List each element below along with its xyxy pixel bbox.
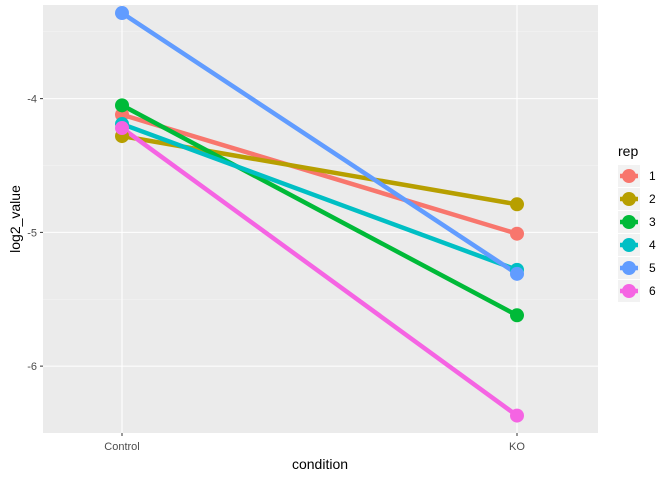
legend-label-rep-1: 1 [649,169,656,183]
x-tick-label: Control [104,441,139,453]
data-point-rep-3 [510,308,524,323]
legend: rep 1 2 3 4 5 6 [618,143,656,302]
data-point-rep-6 [115,121,129,136]
legend-label-rep-4: 4 [649,238,656,252]
series-line-rep-6 [119,125,520,418]
series-line-rep-3 [119,103,520,318]
legend-key-point [622,284,636,298]
data-point-rep-1 [510,226,524,241]
legend-key-point [622,238,636,252]
legend-key-point [622,261,636,275]
data-point-rep-5 [510,266,524,281]
legend-title: rep [618,143,638,159]
x-axis-ticks: Control KO [104,433,525,453]
series-line-rep-1 [119,112,520,236]
y-tick-label: -5 [27,227,37,239]
y-axis-title: log2_value [7,185,23,253]
data-point-rep-5 [115,6,129,21]
x-tick-label: KO [509,441,525,453]
legend-label-rep-6: 6 [649,284,656,298]
legend-key-point [622,192,636,206]
series-line-rep-4 [119,121,520,273]
series-line-rep-5 [119,10,520,277]
data-point-rep-6 [510,408,524,423]
series-points [115,6,524,423]
plot-panel [43,5,598,433]
y-tick-label: -6 [27,361,37,373]
legend-label-rep-3: 3 [649,215,656,229]
major-gridlines [43,5,598,433]
y-axis-ticks: -4 -5 -6 [27,94,43,373]
y-tick-label: -4 [27,94,37,106]
legend-label-rep-2: 2 [649,192,656,206]
data-point-rep-3 [115,98,129,113]
legend-label-rep-5: 5 [649,261,656,275]
data-point-rep-2 [510,197,524,212]
legend-key-point [622,215,636,229]
minor-gridlines [43,31,598,300]
x-axis-title: condition [292,456,348,472]
legend-key-point [622,169,636,183]
series-lines [119,10,520,418]
